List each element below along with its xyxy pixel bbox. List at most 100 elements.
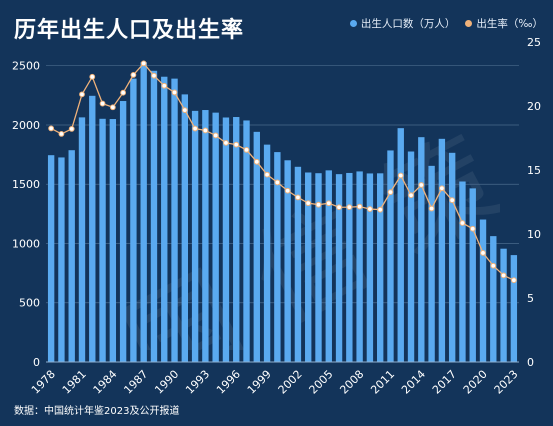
bar[interactable]: [181, 94, 189, 362]
bar[interactable]: [346, 172, 353, 362]
bar[interactable]: [418, 137, 425, 362]
birthrate-point[interactable]: [397, 172, 404, 179]
birthrate-point[interactable]: [58, 131, 65, 137]
bar[interactable]: [202, 110, 209, 362]
birthrate-point[interactable]: [109, 104, 116, 111]
bar[interactable]: [150, 70, 158, 363]
bar[interactable]: [47, 155, 55, 362]
x-tick-label: 1987: [121, 368, 150, 397]
birthrate-point[interactable]: [161, 82, 168, 89]
bar[interactable]: [407, 151, 415, 362]
x-tick-label: 2002: [276, 368, 305, 397]
birthrate-point[interactable]: [469, 225, 476, 232]
birthrate-point[interactable]: [449, 197, 456, 204]
birthrate-point[interactable]: [233, 141, 240, 148]
bar[interactable]: [335, 174, 343, 362]
bar[interactable]: [294, 166, 302, 362]
y-right-tick-label: 10: [527, 228, 541, 241]
bar[interactable]: [119, 101, 127, 363]
birthrate-point[interactable]: [346, 204, 353, 211]
bar[interactable]: [191, 110, 199, 363]
bar[interactable]: [140, 62, 147, 363]
bar[interactable]: [479, 219, 487, 362]
birthrate-point[interactable]: [79, 91, 85, 98]
bar[interactable]: [253, 131, 260, 362]
legend-item-births[interactable]: 出生人口数（万人）: [349, 16, 455, 31]
bar[interactable]: [428, 165, 435, 362]
birthrate-point[interactable]: [305, 200, 312, 207]
bar[interactable]: [109, 119, 117, 362]
birthrate-point[interactable]: [315, 201, 322, 208]
bar[interactable]: [510, 255, 518, 362]
bar[interactable]: [130, 78, 137, 362]
birthrate-point[interactable]: [130, 71, 137, 78]
birthrate-point[interactable]: [295, 194, 301, 201]
birthrate-point[interactable]: [202, 127, 209, 134]
birthrate-point[interactable]: [480, 250, 486, 256]
bar[interactable]: [366, 173, 374, 362]
bar[interactable]: [212, 112, 219, 362]
birthrate-point[interactable]: [212, 132, 219, 139]
bar[interactable]: [397, 128, 404, 362]
bar[interactable]: [233, 117, 240, 363]
bar[interactable]: [469, 188, 476, 362]
birthrate-point[interactable]: [418, 182, 425, 188]
birthrate-point[interactable]: [243, 147, 250, 153]
legend-swatch-birthrate: [465, 20, 473, 27]
birthrate-point[interactable]: [377, 206, 384, 213]
birthrate-point[interactable]: [438, 185, 445, 192]
bar[interactable]: [263, 144, 271, 362]
birthrate-point[interactable]: [192, 125, 198, 132]
birthrate-point[interactable]: [325, 200, 332, 207]
bar[interactable]: [243, 120, 250, 362]
birthrate-point[interactable]: [510, 277, 517, 284]
birthrate-point[interactable]: [89, 73, 96, 80]
birthrate-point[interactable]: [223, 139, 229, 146]
x-tick-label: 1984: [91, 368, 120, 397]
birthrate-point[interactable]: [336, 204, 342, 211]
birthrate-point[interactable]: [490, 262, 497, 269]
birthrate-point[interactable]: [253, 158, 260, 165]
birthrate-point[interactable]: [284, 187, 291, 194]
bar[interactable]: [500, 248, 507, 362]
bar[interactable]: [315, 173, 322, 362]
legend-item-birthrate[interactable]: 出生率（‰）: [465, 16, 543, 31]
bar[interactable]: [376, 173, 384, 362]
birthrate-point[interactable]: [459, 220, 466, 226]
bar[interactable]: [161, 76, 168, 363]
bar[interactable]: [58, 157, 65, 362]
birthrate-point[interactable]: [140, 60, 147, 67]
bar[interactable]: [438, 138, 446, 362]
bar[interactable]: [325, 170, 332, 362]
birthrate-point[interactable]: [387, 189, 394, 196]
birthrate-point[interactable]: [99, 100, 106, 107]
birthrate-point[interactable]: [68, 126, 75, 132]
bar[interactable]: [89, 95, 96, 363]
birthrate-point[interactable]: [264, 171, 270, 178]
birthrate-point[interactable]: [48, 125, 55, 132]
birthrate-point[interactable]: [120, 89, 127, 96]
y-right-tick-label: 15: [527, 164, 541, 177]
birthrate-point[interactable]: [181, 107, 188, 113]
bar[interactable]: [222, 117, 230, 362]
bar[interactable]: [284, 160, 291, 362]
bar[interactable]: [68, 150, 75, 362]
bar[interactable]: [305, 172, 312, 362]
bar[interactable]: [387, 150, 394, 362]
birthrate-point[interactable]: [408, 192, 414, 199]
bar[interactable]: [356, 171, 363, 362]
birthrate-point[interactable]: [274, 179, 281, 186]
bar[interactable]: [274, 152, 281, 362]
birthrate-point[interactable]: [356, 203, 363, 210]
bar[interactable]: [78, 117, 86, 362]
birthrate-point[interactable]: [367, 206, 373, 212]
bar[interactable]: [99, 118, 106, 362]
birthrate-point[interactable]: [151, 72, 157, 79]
bar[interactable]: [171, 78, 178, 362]
bar[interactable]: [448, 152, 456, 362]
birthrate-point[interactable]: [428, 205, 435, 212]
bar[interactable]: [459, 181, 466, 362]
bar[interactable]: [490, 236, 497, 362]
birthrate-point[interactable]: [500, 272, 507, 279]
birthrate-point[interactable]: [171, 89, 178, 96]
